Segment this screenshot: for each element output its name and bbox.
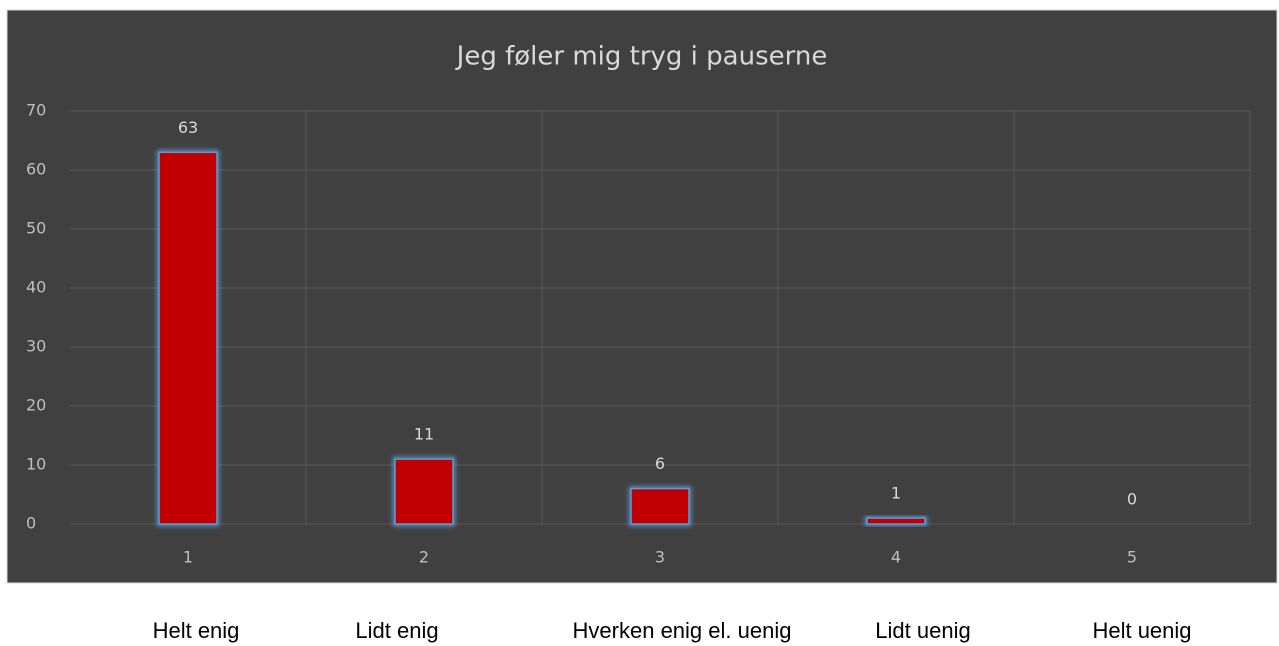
y-tick-label: 60	[26, 160, 46, 179]
marks	[157, 150, 927, 527]
answer-label: Lidt enig	[355, 618, 438, 643]
answer-label: Hverken enig el. uenig	[573, 618, 792, 643]
x-tick-label: 5	[1127, 548, 1137, 567]
data-label: 1	[891, 484, 901, 503]
data-label: 11	[414, 425, 434, 444]
y-tick-label: 50	[26, 219, 46, 238]
x-tick-label: 4	[891, 548, 901, 567]
bar	[630, 487, 690, 525]
answer-label: Helt enig	[153, 618, 240, 643]
data-label: 0	[1127, 490, 1137, 509]
data-label: 63	[178, 118, 198, 137]
answer-label: Helt uenig	[1092, 618, 1191, 643]
bar	[394, 458, 454, 525]
bar	[158, 151, 218, 525]
y-tick-label: 0	[26, 514, 36, 533]
y-tick-label: 30	[26, 337, 46, 356]
y-tick-label: 40	[26, 278, 46, 297]
y-tick-label: 70	[26, 101, 46, 120]
data-label: 6	[655, 454, 665, 473]
grid	[70, 110, 1251, 525]
chart-title: Jeg føler mig tryg i pauserne	[455, 42, 828, 72]
y-tick-label: 20	[26, 396, 46, 415]
answer-label: Lidt uenig	[875, 618, 970, 643]
x-tick-label: 1	[183, 548, 193, 567]
bar	[866, 517, 926, 525]
x-tick-label: 2	[419, 548, 429, 567]
x-tick-label: 3	[655, 548, 665, 567]
y-tick-label: 10	[26, 455, 46, 474]
